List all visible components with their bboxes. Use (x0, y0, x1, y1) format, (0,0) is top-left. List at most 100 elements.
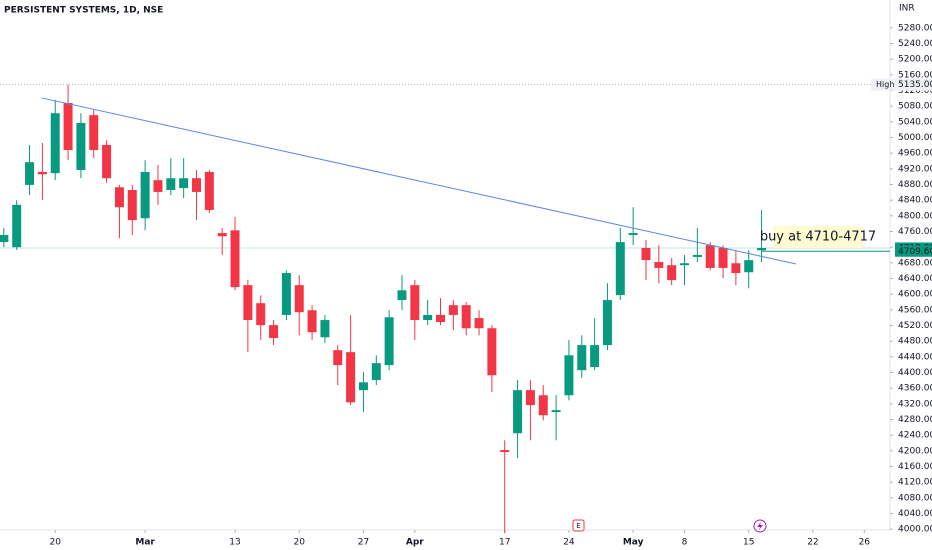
candle-body (551, 410, 561, 413)
candle-body (50, 113, 60, 174)
y-tick-label: 4360.00 (898, 384, 932, 394)
y-tick-label: 4680.00 (898, 258, 932, 268)
candle-body (346, 352, 356, 403)
candle-body (179, 178, 189, 189)
y-tick-label: 4800.00 (898, 211, 932, 221)
y-tick-label: 4560.00 (898, 305, 932, 315)
candle-body (12, 204, 22, 248)
trend-line (41, 97, 797, 265)
candle-body (140, 171, 150, 219)
y-tick-label: 5040.00 (898, 117, 932, 127)
chart-title: PERSISTENT SYSTEMS, 1D, NSE (4, 6, 163, 16)
price-box (895, 245, 932, 257)
candle-body (667, 265, 677, 281)
candle-body (692, 255, 702, 257)
x-tick-label: 20 (49, 538, 61, 548)
y-tick-label: 5240.00 (898, 39, 932, 49)
x-tick-label: Mar (135, 538, 155, 548)
candle-body (680, 263, 690, 266)
candle-body (744, 260, 754, 273)
candle-body (294, 285, 304, 313)
candle-body (204, 171, 214, 210)
candle-body (448, 305, 458, 315)
candle-body (0, 235, 9, 243)
candle-body (384, 317, 394, 366)
earnings-badge-box (572, 519, 585, 532)
annotation-box (773, 226, 863, 248)
candle-body (641, 247, 651, 261)
candle-body (114, 187, 124, 208)
candle-body (37, 171, 47, 175)
x-tick-label: 20 (294, 538, 306, 548)
candle-body (191, 178, 201, 192)
y-tick-label: 4480.00 (898, 337, 932, 347)
candle-body (307, 310, 317, 333)
high-name: High (876, 80, 894, 89)
x-tick-label: 24 (563, 538, 575, 548)
y-tick-label: 4760.00 (898, 227, 932, 237)
y-tick-label: 4440.00 (898, 352, 932, 362)
price-label: 4709.60 (898, 247, 932, 257)
candle-body (525, 390, 535, 406)
x-tick-label: 27 (358, 538, 369, 548)
candle-body (718, 247, 728, 268)
candle-body (25, 162, 35, 185)
x-tick-label: 8 (682, 538, 688, 548)
y-tick-label: 5280.00 (898, 23, 932, 33)
candle-body (731, 263, 741, 274)
candle-body (127, 189, 137, 221)
x-tick-label: 22 (807, 538, 818, 548)
candle-body (436, 314, 445, 322)
y-tick-label: 4160.00 (898, 462, 932, 472)
candle-body (217, 233, 227, 237)
candle-body (333, 350, 343, 366)
candle-body (243, 285, 253, 321)
candle-body (358, 382, 368, 391)
candle-body (628, 233, 638, 236)
y-tick-label: 4520.00 (898, 321, 932, 331)
x-tick-label: 26 (859, 538, 871, 548)
y-tick-label: 4320.00 (898, 399, 932, 409)
y-tick-label: 4920.00 (898, 164, 932, 174)
y-tick-label: 5000.00 (898, 133, 932, 143)
candle-body (397, 290, 407, 301)
y-tick-label: 4080.00 (898, 493, 932, 503)
y-tick-label: 4040.00 (898, 509, 932, 519)
y-tick-label: 4240.00 (898, 431, 932, 441)
candle-body (281, 273, 291, 315)
y-tick-label: 5200.00 (898, 55, 932, 65)
high-value-box (895, 78, 932, 91)
candle-body (461, 305, 471, 329)
x-tick-label: May (623, 538, 644, 548)
candle-body (320, 320, 330, 338)
y-tick-label: 4400.00 (898, 368, 932, 378)
x-tick-label: 17 (499, 538, 510, 548)
candle-body (89, 115, 99, 151)
y-tick-label: 4960.00 (898, 149, 932, 159)
candle-body (166, 178, 176, 190)
y-tick-label: 4640.00 (898, 274, 932, 284)
candle-body (256, 303, 266, 326)
candle-body (371, 363, 381, 380)
candle-body (602, 300, 612, 346)
candle-body (230, 230, 240, 288)
candle-body (474, 318, 484, 329)
x-tick-label: Apr (406, 538, 424, 548)
candle-body (590, 345, 600, 368)
candle-body (513, 390, 523, 434)
candle-body (63, 103, 73, 151)
x-tick-label: 15 (743, 538, 754, 548)
y-tick-label: 4880.00 (898, 180, 932, 190)
y-tick-label: 5120.00 (898, 86, 932, 96)
y-tick-label: 4120.00 (898, 478, 932, 488)
y-tick-label: 4000.00 (898, 525, 932, 535)
y-tick-label: 5160.00 (898, 70, 932, 80)
candle-body (487, 328, 497, 376)
candle-body (615, 242, 625, 295)
candle-body (76, 123, 86, 171)
candle-body (705, 245, 715, 268)
high-name-box (871, 78, 895, 91)
earnings-badge: E (576, 522, 580, 530)
